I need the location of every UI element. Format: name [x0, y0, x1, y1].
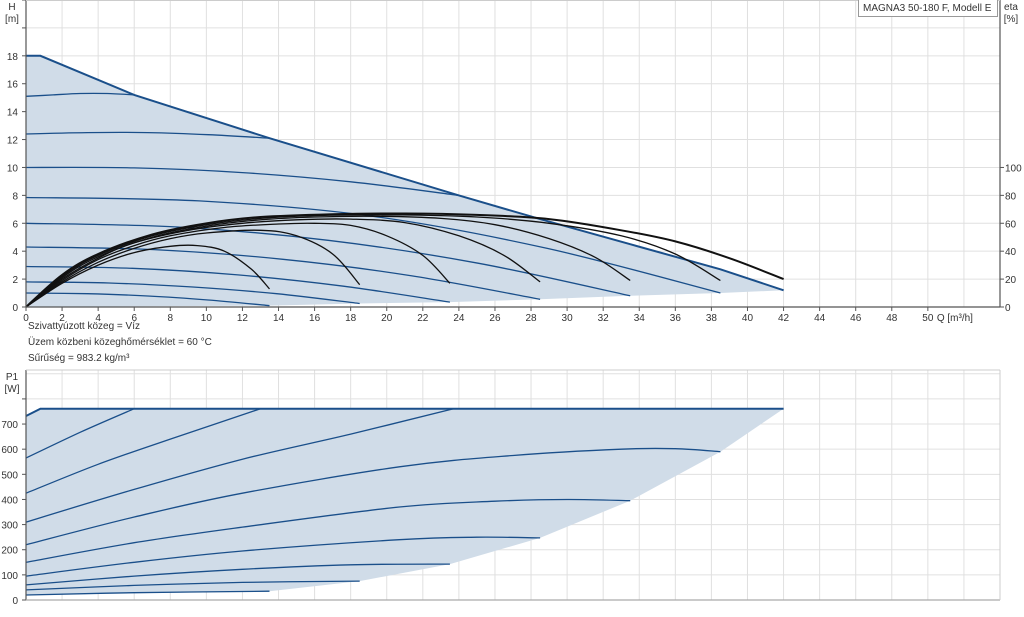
- x-tick-label: 30: [562, 313, 574, 324]
- x-tick-label: 20: [381, 313, 393, 324]
- y-axis-label: H: [8, 2, 15, 13]
- power-curve: [25, 498, 631, 563]
- y2-tick-label: 0: [1005, 303, 1011, 314]
- x-tick-label: 22: [417, 313, 429, 324]
- y-axis-unit: [m]: [5, 14, 19, 25]
- power-y-tick-label: 300: [1, 521, 18, 532]
- x-tick-label: 36: [670, 313, 682, 324]
- x-tick-label: 6: [131, 313, 137, 324]
- y-tick-label: 10: [7, 163, 19, 174]
- x-tick-label: 50: [922, 313, 934, 324]
- y-tick-label: 14: [7, 108, 19, 119]
- head-curve: [25, 292, 270, 307]
- info-density: Sűrűség = 983.2 kg/m³: [28, 353, 130, 364]
- power-curve: [25, 580, 360, 591]
- y2-tick-label: 80: [1005, 191, 1017, 202]
- power-curve: [25, 408, 454, 523]
- y-tick-label: 8: [12, 191, 18, 202]
- x-tick-label: 12: [237, 313, 249, 324]
- eta-curve: [25, 222, 451, 308]
- power-y-tick-label: 500: [1, 470, 18, 481]
- head-curve: [25, 265, 450, 303]
- x-tick-label: 34: [634, 313, 646, 324]
- x-tick-label: 42: [778, 313, 790, 324]
- x-tick-label: 32: [598, 313, 610, 324]
- x-tick-label: 18: [345, 313, 357, 324]
- power-curve: [25, 563, 450, 586]
- power-y-tick-label: 600: [1, 445, 18, 456]
- power-y-tick-label: 400: [1, 495, 18, 506]
- x-tick-label: 38: [706, 313, 718, 324]
- power-operating-area: [26, 408, 784, 595]
- power-curve: [25, 408, 135, 459]
- x-tick-label: 2: [59, 313, 65, 324]
- power-max-curve: [25, 407, 784, 417]
- x-tick-label: 8: [168, 313, 174, 324]
- info-medium: Szivattyúzott közeg = Víz: [28, 321, 140, 332]
- y-tick-label: 4: [12, 247, 18, 258]
- eta-curve: [25, 244, 270, 308]
- eta-curve: [25, 218, 541, 308]
- chart-title: MAGNA3 50-180 F, Modell E: [858, 0, 998, 17]
- y-tick-label: 2: [12, 275, 18, 286]
- info-temperature: Üzem közbeni közeghőmérséklet = 60 °C: [28, 337, 212, 348]
- y2-tick-label: 40: [1005, 247, 1017, 258]
- x-tick-label: 26: [489, 313, 501, 324]
- x-tick-label: 14: [273, 313, 285, 324]
- y2-axis-unit: [%]: [1004, 14, 1019, 25]
- y-tick-label: 0: [12, 303, 18, 314]
- y2-axis-label: eta: [1004, 2, 1018, 13]
- x-tick-label: 46: [850, 313, 862, 324]
- y-tick-label: 6: [12, 219, 18, 230]
- power-y-tick-label: 100: [1, 571, 18, 582]
- power-curve: [25, 536, 541, 577]
- head-max-curve: [26, 54, 784, 292]
- eta-curve: [25, 229, 361, 308]
- x-tick-label: 44: [814, 313, 826, 324]
- y-tick-label: 18: [7, 52, 19, 63]
- x-tick-label: 10: [201, 313, 213, 324]
- head-curve: [25, 131, 270, 139]
- y-tick-label: 16: [7, 80, 19, 91]
- x-tick-label: 40: [742, 313, 754, 324]
- x-tick-label: 48: [886, 313, 898, 324]
- power-curve: [25, 590, 270, 596]
- x-tick-label: 4: [95, 313, 101, 324]
- power-y-tick-label: 0: [12, 596, 18, 607]
- head-curve: [25, 166, 459, 197]
- eta-curve: [25, 212, 784, 308]
- y-tick-label: 12: [7, 136, 19, 147]
- power-y-tick-label: 700: [1, 420, 18, 431]
- power-y-axis-unit: [W]: [5, 384, 20, 395]
- y2-tick-label: 60: [1005, 219, 1017, 230]
- y2-tick-label: 20: [1005, 275, 1017, 286]
- power-y-axis-label: P1: [6, 372, 19, 383]
- head-curve: [25, 281, 360, 305]
- eta-curve: [25, 215, 631, 308]
- power-y-tick-label: 200: [1, 546, 18, 557]
- x-tick-label: 24: [453, 313, 465, 324]
- head-operating-area: [26, 55, 784, 307]
- head-curve: [25, 92, 135, 97]
- y2-tick-label: 100: [1005, 163, 1022, 174]
- x-tick-label: 28: [525, 313, 537, 324]
- power-curve: [25, 408, 261, 494]
- x-tick-label: 16: [309, 313, 321, 324]
- x-tick-label: 0: [23, 313, 29, 324]
- x-axis-label: Q [m³/h]: [937, 313, 973, 324]
- power-curve: [25, 447, 721, 546]
